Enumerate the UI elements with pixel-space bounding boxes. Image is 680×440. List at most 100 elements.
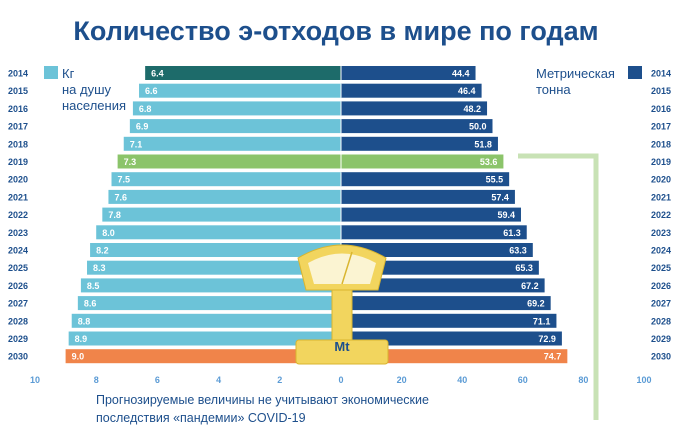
value-left-2029: 8.9 xyxy=(75,334,88,344)
legend-right-line-1: Метрическая xyxy=(536,66,615,81)
bar-right-2027 xyxy=(341,296,551,311)
tick-left-6: 6 xyxy=(155,375,160,385)
year-label-right-2025: 2025 xyxy=(651,263,671,273)
year-label-left-2023: 2023 xyxy=(8,228,28,238)
bar-left-2019 xyxy=(117,154,342,169)
tick-left-4: 4 xyxy=(216,375,221,385)
value-right-2022: 59.4 xyxy=(497,210,515,220)
note-line-2: последствия «пандемии» COVID-19 xyxy=(96,411,306,425)
bar-left-2030 xyxy=(65,349,341,364)
year-label-left-2028: 2028 xyxy=(8,316,28,326)
bar-left-2017 xyxy=(129,119,341,134)
value-right-2017: 50.0 xyxy=(469,122,487,132)
bar-right-2016 xyxy=(341,101,488,116)
bar-right-2025 xyxy=(341,260,539,275)
year-label-right-2030: 2030 xyxy=(651,352,671,362)
chart-title: Количество э-отходов в мире по годам xyxy=(73,16,598,46)
value-right-2020: 55.5 xyxy=(486,175,504,185)
value-right-2027: 69.2 xyxy=(527,299,545,309)
year-label-right-2017: 2017 xyxy=(651,122,671,132)
bar-left-2025 xyxy=(87,260,342,275)
scale-label: Mt xyxy=(334,339,350,354)
bar-right-2030 xyxy=(341,349,568,364)
scale-needle xyxy=(341,251,353,285)
bar-right-2017 xyxy=(341,119,493,134)
value-right-2025: 65.3 xyxy=(515,263,533,273)
value-right-2019: 53.6 xyxy=(480,157,498,167)
bar-left-2027 xyxy=(77,296,341,311)
year-label-left-2022: 2022 xyxy=(8,210,28,220)
scale-dial-face xyxy=(308,253,376,284)
tick-right-80: 80 xyxy=(578,375,588,385)
value-left-2017: 6.9 xyxy=(136,122,149,132)
year-label-right-2028: 2028 xyxy=(651,316,671,326)
year-label-left-2017: 2017 xyxy=(8,122,28,132)
year-label-left-2019: 2019 xyxy=(8,157,28,167)
value-left-2026: 8.5 xyxy=(87,281,100,291)
bar-right-2020 xyxy=(341,172,510,187)
bar-left-2022 xyxy=(102,207,341,222)
bar-left-2016 xyxy=(132,101,341,116)
year-label-right-2024: 2024 xyxy=(651,246,671,256)
bar-left-2029 xyxy=(68,331,341,346)
legend-left-line-1: Кг xyxy=(62,66,75,81)
value-right-2029: 72.9 xyxy=(538,334,556,344)
value-left-2021: 7.6 xyxy=(114,192,127,202)
year-label-right-2014: 2014 xyxy=(651,69,671,79)
value-right-2018: 51.8 xyxy=(474,139,492,149)
value-left-2014: 6.4 xyxy=(151,69,164,79)
value-left-2023: 8.0 xyxy=(102,228,115,238)
legend-left-line-3: населения xyxy=(62,98,126,113)
value-left-2015: 6.6 xyxy=(145,86,158,96)
tick-right-40: 40 xyxy=(457,375,467,385)
bar-left-2028 xyxy=(71,313,341,328)
legend-right-line-2: тонна xyxy=(536,82,571,97)
value-left-2018: 7.1 xyxy=(130,139,143,149)
legend-swatch-left xyxy=(44,66,58,79)
value-left-2019: 7.3 xyxy=(124,157,137,167)
tick-left-0: 0 xyxy=(338,375,343,385)
note-line-1: Прогнозируемые величины не учитывают эко… xyxy=(96,393,429,407)
bar-right-2028 xyxy=(341,313,557,328)
highlight-guide-line xyxy=(518,153,599,420)
tick-left-10: 10 xyxy=(30,375,40,385)
tick-right-100: 100 xyxy=(636,375,651,385)
bar-left-2014 xyxy=(145,66,341,80)
bar-right-2029 xyxy=(341,331,562,346)
value-right-2024: 63.3 xyxy=(509,246,527,256)
value-left-2028: 8.8 xyxy=(78,316,91,326)
value-left-2022: 7.8 xyxy=(108,210,121,220)
bar-right-2023 xyxy=(341,225,527,240)
bars-group xyxy=(65,66,568,364)
year-label-left-2015: 2015 xyxy=(8,86,28,96)
value-right-2015: 46.4 xyxy=(458,86,476,96)
bar-left-2021 xyxy=(108,189,341,204)
value-right-2021: 57.4 xyxy=(491,192,509,202)
year-label-left-2014: 2014 xyxy=(8,69,28,79)
year-label-right-2015: 2015 xyxy=(651,86,671,96)
value-right-2030: 74.7 xyxy=(544,352,562,362)
legend-swatch-right xyxy=(628,66,642,79)
year-label-right-2016: 2016 xyxy=(651,104,671,114)
year-label-left-2026: 2026 xyxy=(8,281,28,291)
bar-right-2022 xyxy=(341,207,521,222)
bar-right-2021 xyxy=(341,189,515,204)
bar-right-2024 xyxy=(341,243,533,257)
tick-right-20: 20 xyxy=(397,375,407,385)
year-label-left-2020: 2020 xyxy=(8,175,28,185)
tick-left-2: 2 xyxy=(277,375,282,385)
value-right-2014: 44.4 xyxy=(452,69,470,79)
year-label-right-2020: 2020 xyxy=(651,175,671,185)
bar-right-2014 xyxy=(341,66,476,80)
year-label-left-2024: 2024 xyxy=(8,246,28,256)
value-left-2020: 7.5 xyxy=(118,175,131,185)
bar-right-2018 xyxy=(341,136,498,151)
bar-left-2020 xyxy=(111,172,341,187)
tick-left-8: 8 xyxy=(94,375,99,385)
value-left-2024: 8.2 xyxy=(96,246,109,256)
value-left-2025: 8.3 xyxy=(93,263,106,273)
bar-left-2018 xyxy=(123,136,342,151)
year-label-left-2016: 2016 xyxy=(8,104,28,114)
axis-group: 10 8 6 4 2 0 20 40 60 80 100 xyxy=(30,375,652,385)
